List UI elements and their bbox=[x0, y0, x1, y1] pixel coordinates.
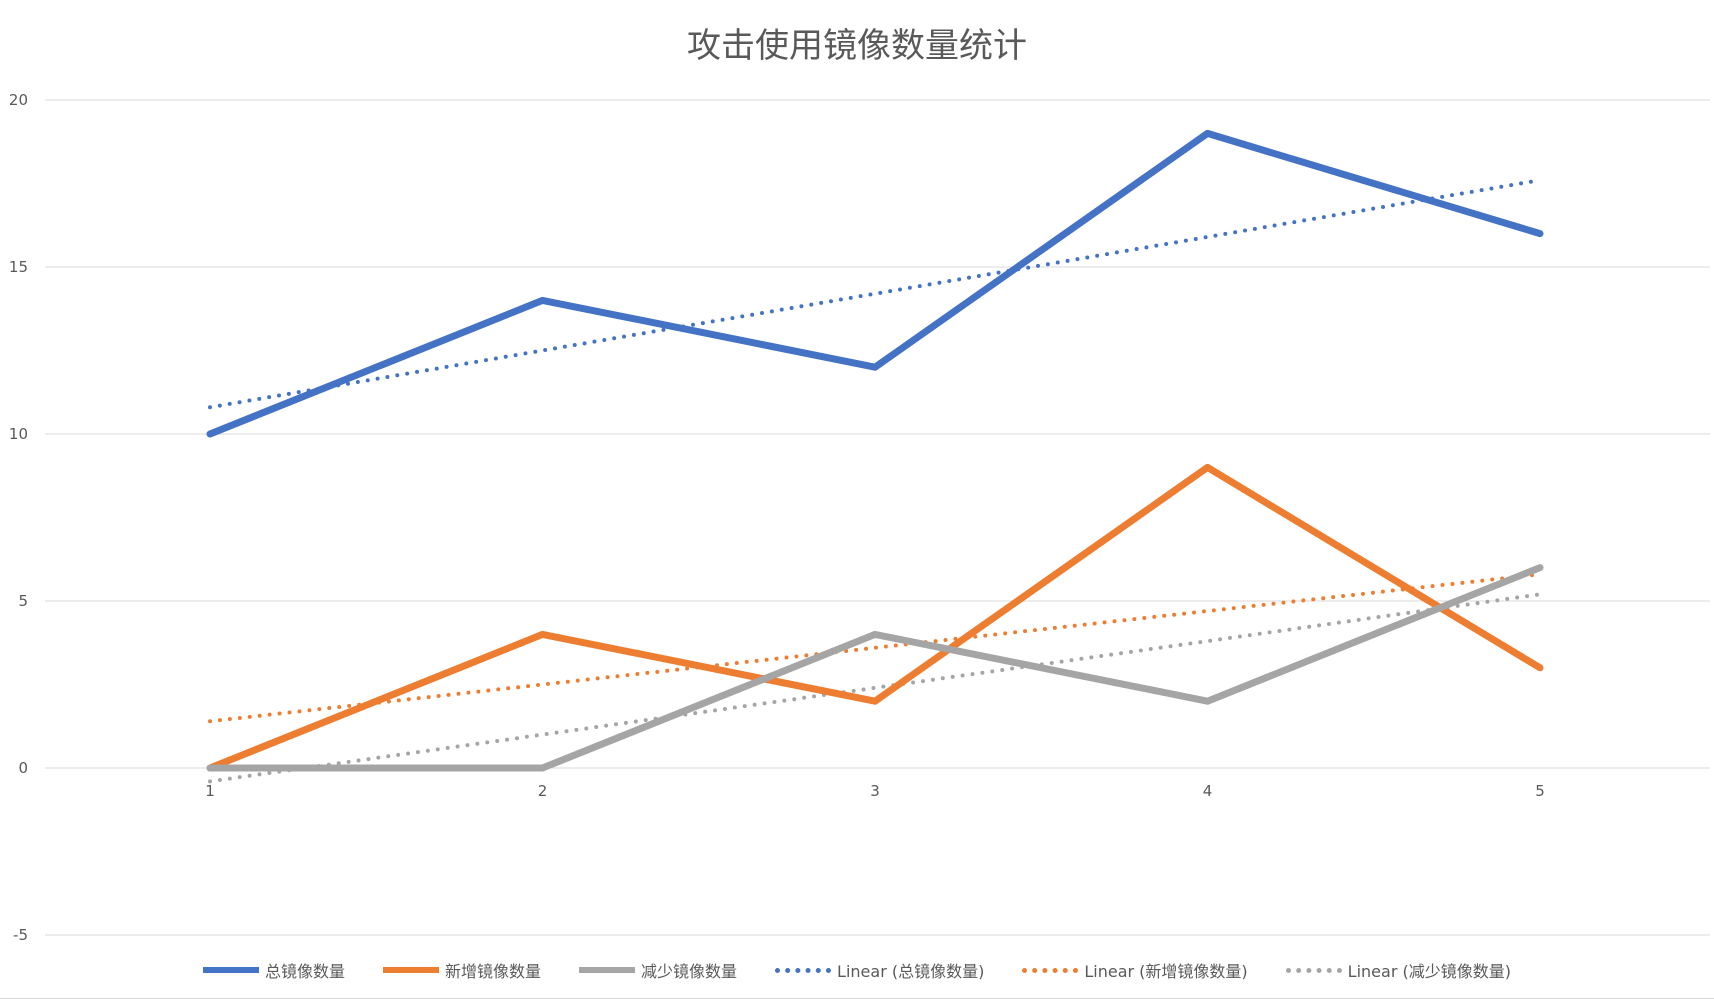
legend-swatch bbox=[1022, 967, 1079, 973]
legend-swatch bbox=[1285, 967, 1342, 973]
trendline-series-3 bbox=[208, 178, 1542, 410]
chart-title: 攻击使用镜像数量统计 bbox=[687, 26, 1027, 66]
legend-item: 新增镜像数量 bbox=[383, 958, 541, 982]
chart-bottom-border bbox=[0, 998, 1714, 999]
chart-legend: 总镜像数量 新增镜像数量 减少镜像数量 Linear (总镜像数量) Linear (新… bbox=[0, 958, 1714, 982]
trendline-series-5 bbox=[208, 592, 1542, 784]
legend-item: Linear (减少镜像数量) bbox=[1285, 958, 1511, 982]
legend-label: Linear (总镜像数量) bbox=[837, 962, 985, 981]
legend-swatch bbox=[775, 967, 832, 973]
legend-label: 新增镜像数量 bbox=[445, 962, 542, 981]
y-tick-label: 20 bbox=[9, 91, 28, 109]
y-tick-label: 10 bbox=[9, 425, 28, 443]
series-line-1 bbox=[206, 463, 1544, 772]
y-tick-label: 5 bbox=[18, 592, 28, 610]
legend-swatch bbox=[383, 967, 440, 973]
series-line-0 bbox=[206, 129, 1544, 438]
x-tick-label: 2 bbox=[538, 782, 548, 800]
trendline-series-4 bbox=[208, 572, 1542, 724]
x-tick-label: 3 bbox=[870, 782, 880, 800]
y-tick-label: 15 bbox=[9, 258, 28, 276]
legend-swatch bbox=[579, 967, 636, 973]
legend-item: 减少镜像数量 bbox=[579, 958, 737, 982]
legend-swatch bbox=[203, 967, 259, 973]
legend-item: Linear (总镜像数量) bbox=[775, 958, 984, 982]
legend-label: 总镜像数量 bbox=[265, 962, 346, 981]
legend-item: 总镜像数量 bbox=[203, 958, 345, 982]
x-tick-label: 4 bbox=[1203, 782, 1213, 800]
legend-label: Linear (减少镜像数量) bbox=[1347, 962, 1511, 981]
y-tick-label: -5 bbox=[13, 926, 28, 944]
legend-label: 减少镜像数量 bbox=[641, 962, 738, 981]
legend-item: Linear (新增镜像数量) bbox=[1022, 958, 1248, 982]
x-tick-label: 5 bbox=[1535, 782, 1545, 800]
series-line-2 bbox=[206, 564, 1544, 772]
y-tick-label: 0 bbox=[18, 759, 28, 777]
x-tick-label: 1 bbox=[205, 782, 215, 800]
legend-label: Linear (新增镜像数量) bbox=[1084, 962, 1248, 981]
